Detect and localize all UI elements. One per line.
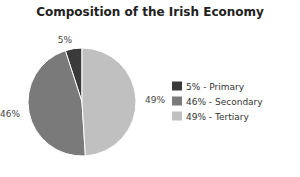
slices	[28, 48, 136, 156]
legend: 5% - Primary 46% - Secondary 49% - Tertiar…	[172, 82, 263, 122]
data-labels: 5% 46% 49%	[0, 35, 165, 119]
data-label: 49%	[145, 95, 165, 105]
chart-container: Composition of the Irish Economy 5% 46% 49%…	[0, 0, 300, 177]
legend-label: 46% - Secondary	[186, 97, 263, 107]
legend-swatch	[172, 82, 182, 91]
legend-label: 5% - Primary	[186, 82, 245, 92]
pie-slice	[28, 51, 85, 156]
title: Composition of the Irish Economy	[36, 5, 264, 19]
data-label: 5%	[58, 35, 73, 45]
legend-swatch	[172, 112, 182, 121]
pie-slice	[82, 48, 136, 156]
legend-swatch	[172, 97, 182, 106]
data-label: 46%	[0, 109, 20, 119]
chart: Composition of the Irish Economy 5% 46% 49%…	[0, 0, 300, 177]
legend-label: 49% - Tertiary	[186, 112, 249, 122]
